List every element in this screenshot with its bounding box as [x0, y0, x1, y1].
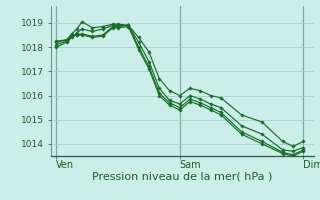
X-axis label: Pression niveau de la mer( hPa ): Pression niveau de la mer( hPa )	[92, 172, 273, 182]
